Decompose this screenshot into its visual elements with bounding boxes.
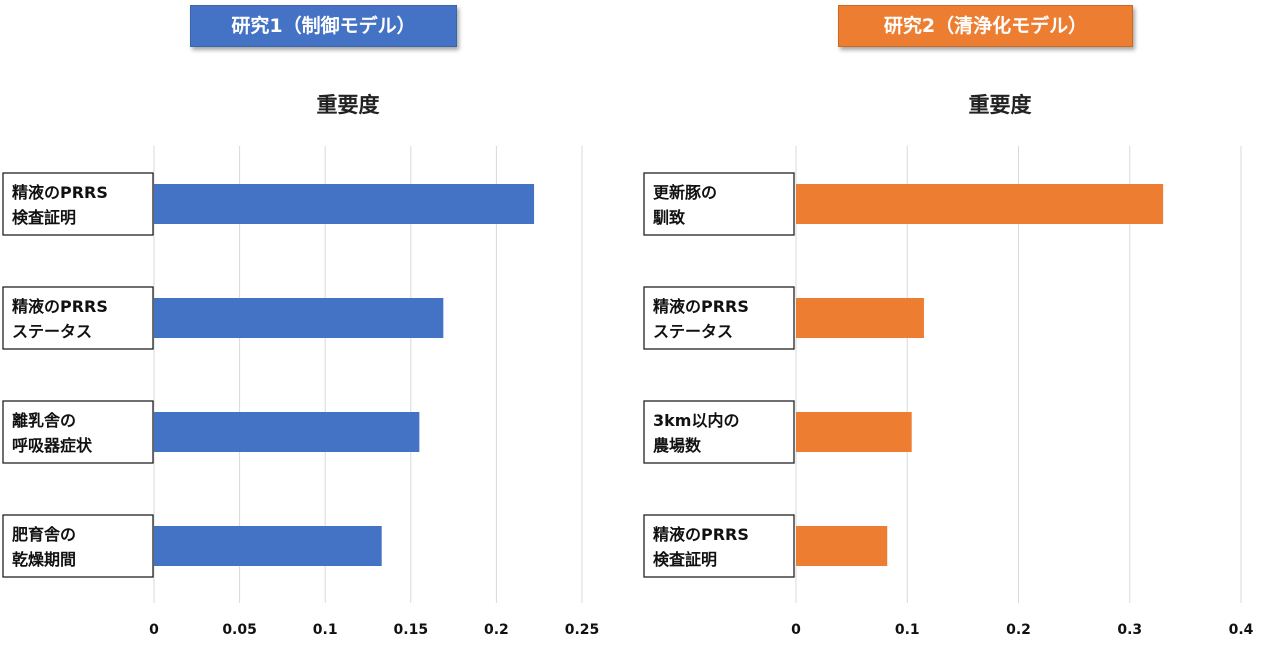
chart2-category-label-3-line1: 検査証明 bbox=[653, 550, 717, 569]
chart2-tick-label-3: 0.3 bbox=[1117, 622, 1142, 638]
chart1-category-label-2-line1: 呼吸器症状 bbox=[12, 436, 93, 455]
chart1-tick-label-0: 0 bbox=[149, 622, 159, 638]
chart2-category-label-0-line1: 馴致 bbox=[653, 208, 686, 227]
chart1-tick-label-3: 0.15 bbox=[394, 622, 429, 638]
chart2-category-label-1-line1: ステータス bbox=[653, 322, 733, 341]
chart1-category-label-3-line1: 乾燥期間 bbox=[12, 550, 76, 569]
chart2-bar-3 bbox=[796, 526, 888, 566]
chart2-category-label-3-line0: 精液のPRRS bbox=[653, 525, 749, 544]
chart2-category-box-0 bbox=[643, 172, 795, 236]
chart2-tick-label-2: 0.2 bbox=[1006, 622, 1031, 638]
chart1-category-label-0-line1: 検査証明 bbox=[12, 208, 76, 227]
chart2-category-label-2-line0: 3km以内の bbox=[653, 411, 739, 430]
chart2-bar-2 bbox=[796, 412, 912, 452]
chart1-bar-3 bbox=[154, 526, 382, 566]
chart2-tick-label-0: 0 bbox=[791, 622, 801, 638]
chart1-bar-1 bbox=[154, 298, 444, 338]
chart1-category-box-1 bbox=[2, 286, 154, 350]
chart2-category-label-2-line1: 農場数 bbox=[653, 436, 702, 455]
chart1-category-label-3-line0: 肥育舎の bbox=[12, 525, 76, 544]
study2-banner: 研究2（清浄化モデル） bbox=[838, 5, 1133, 47]
chart2-tick-label-1: 0.1 bbox=[895, 622, 920, 638]
chart1-bar-2 bbox=[154, 412, 420, 452]
chart1-tick-label-1: 0.05 bbox=[222, 622, 257, 638]
chart1-tick-label-2: 0.1 bbox=[313, 622, 338, 638]
chart2-category-box-3 bbox=[643, 514, 795, 578]
chart1-tick-label-4: 0.2 bbox=[484, 622, 509, 638]
chart1-category-box-2 bbox=[2, 400, 154, 464]
chart2-bar-1 bbox=[796, 298, 924, 338]
chart2-category-box-2 bbox=[643, 400, 795, 464]
chart1-bar-0 bbox=[154, 184, 535, 224]
chart1-category-box-3 bbox=[2, 514, 154, 578]
chart1-tick-label-5: 0.25 bbox=[565, 622, 600, 638]
chart2-title: 重要度 bbox=[968, 93, 1032, 117]
chart1-category-label-0-line0: 精液のPRRS bbox=[12, 183, 108, 202]
chart2-category-box-1 bbox=[643, 286, 795, 350]
study1-banner: 研究1（制御モデル） bbox=[190, 5, 457, 47]
chart2-bar-0 bbox=[796, 184, 1164, 224]
chart2-category-label-1-line0: 精液のPRRS bbox=[653, 297, 749, 316]
chart1-category-box-0 bbox=[2, 172, 154, 236]
chart1-category-label-2-line0: 離乳舎の bbox=[12, 411, 76, 430]
chart1-category-label-1-line1: ステータス bbox=[12, 322, 92, 341]
chart2-category-label-0-line0: 更新豚の bbox=[653, 183, 717, 202]
chart1-category-label-1-line0: 精液のPRRS bbox=[12, 297, 108, 316]
chart2-tick-label-4: 0.4 bbox=[1229, 622, 1254, 638]
chart1-title: 重要度 bbox=[316, 93, 380, 117]
